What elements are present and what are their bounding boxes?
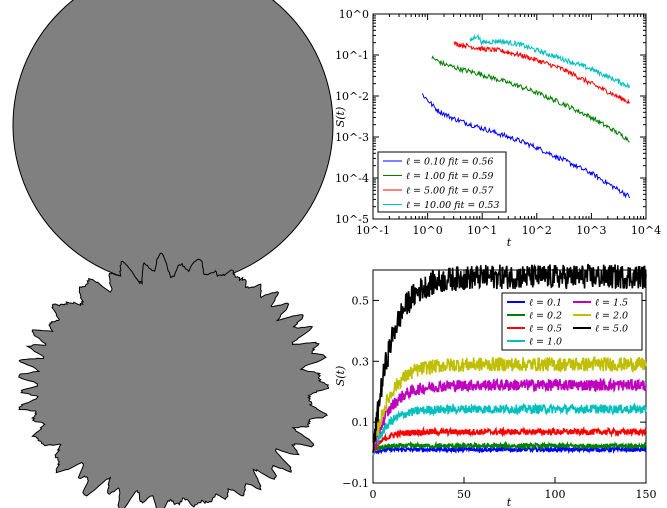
- series-line: [421, 93, 631, 199]
- y-tick-label: 10^0: [339, 8, 369, 21]
- x-tick-label: 10^4: [631, 224, 661, 237]
- y-tick-label: 0.1: [352, 416, 370, 429]
- legend-label: ℓ = 5.0: [595, 324, 628, 335]
- y-tick-label: 10^-5: [335, 213, 369, 226]
- legend-label: ℓ = 2.0: [595, 311, 628, 322]
- x-axis-label: t: [507, 236, 512, 249]
- x-tick-label: 0: [370, 488, 377, 501]
- legend: ℓ = 0.10 fit = 0.56 ℓ = 1.00 fit = 0.59 ℓ …: [377, 151, 507, 213]
- legend-box: [377, 151, 507, 213]
- legend-label: ℓ = 0.2: [529, 311, 562, 322]
- x-tick-label: 50: [457, 488, 471, 501]
- x-tick-label: 10^-1: [356, 224, 390, 237]
- legend-label: ℓ = 1.00 fit = 0.59: [406, 171, 493, 182]
- legend-label: ℓ = 0.5: [529, 324, 562, 335]
- x-tick-label: 10^1: [467, 224, 497, 237]
- y-tick-label: 10^-2: [335, 90, 369, 103]
- series-lines: [372, 263, 647, 456]
- series-line: [372, 355, 647, 453]
- series-line: [372, 425, 647, 454]
- series-line: [453, 41, 631, 105]
- series-line: [372, 263, 647, 453]
- y-tick-label: 10^-1: [335, 49, 369, 62]
- legend: ℓ = 0.1 ℓ = 0.2 ℓ = 0.5 ℓ = 1.0 ℓ = 1.5 ℓ = 2…: [501, 292, 643, 351]
- rough-domain-panel: [18, 252, 330, 508]
- y-tick-label: −0.1: [342, 477, 369, 490]
- series-line: [372, 440, 647, 455]
- series-line: [372, 376, 647, 453]
- legend-label: ℓ = 10.00 fit = 0.53: [406, 200, 499, 211]
- y-tick-label: 10^-3: [335, 131, 369, 144]
- x-tick-label: 10^2: [522, 224, 552, 237]
- legend-label: ℓ = 1.5: [595, 298, 628, 309]
- circular-domain-panel: [12, 0, 334, 286]
- legend-label: ℓ = 0.10 fit = 0.56: [406, 157, 493, 168]
- linear-chart: 0 50 100 150−0.10.10.30.5 t S(t) ℓ = 0.1ℓ =…: [334, 263, 657, 508]
- y-axis-label: S(t): [334, 107, 347, 128]
- y-tick-label: 0.5: [352, 294, 370, 307]
- legend-label: ℓ = 1.0: [529, 337, 562, 348]
- series-line: [372, 402, 647, 456]
- series-lines: [421, 33, 631, 199]
- y-tick-label: 10^-4: [335, 172, 369, 185]
- x-tick-label: 10^0: [412, 224, 442, 237]
- y-axis-label: S(t): [334, 366, 347, 387]
- y-tick-label: 0.3: [352, 355, 370, 368]
- series-line: [469, 33, 631, 90]
- x-tick-label: 100: [545, 488, 566, 501]
- x-tick-label: 10^3: [576, 224, 606, 237]
- legend-label: ℓ = 5.00 fit = 0.57: [406, 186, 494, 197]
- x-tick-label: 150: [636, 488, 657, 501]
- loglog-chart: 10^-1 10^0 10^1 10^2 10^3 10^4 10^-5 10^-4 10^-3…: [334, 8, 661, 249]
- series-line: [431, 55, 630, 143]
- series-line: [372, 444, 647, 455]
- legend-label: ℓ = 0.1: [529, 298, 562, 309]
- axis-ticks: 10^-1 10^0 10^1 10^2 10^3 10^4 10^-5 10^-4 10^-3…: [335, 8, 661, 237]
- circular-domain: [12, 0, 334, 286]
- x-axis-label: t: [507, 496, 512, 508]
- rough-domain: [18, 252, 330, 508]
- legend-box: [501, 292, 643, 351]
